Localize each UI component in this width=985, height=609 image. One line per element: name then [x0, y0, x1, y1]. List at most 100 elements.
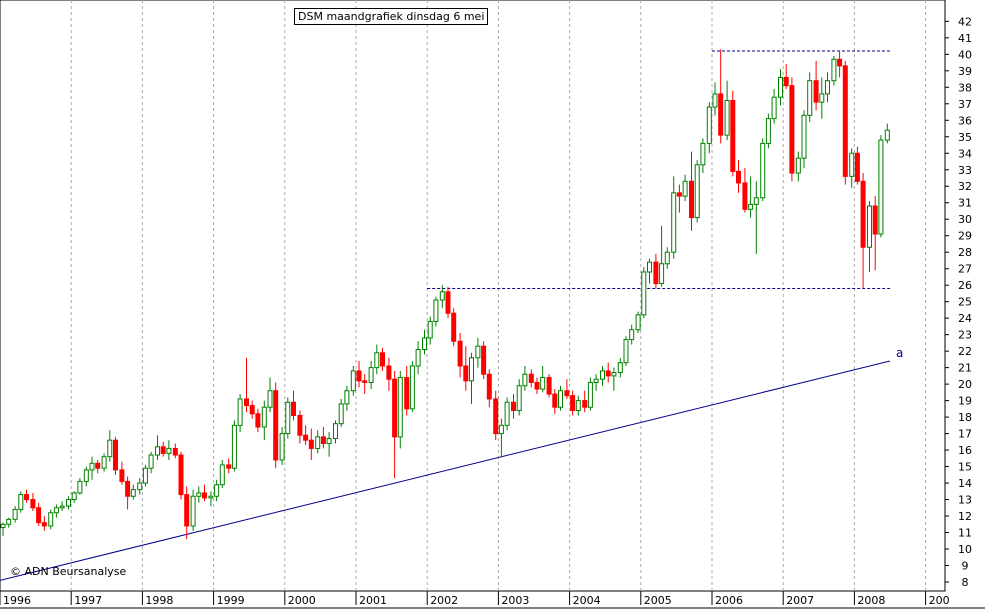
candle-body [219, 464, 225, 486]
candle-body [308, 439, 314, 449]
candle-body [486, 373, 492, 400]
y-tick-label: 24 [958, 312, 972, 325]
candle-body [778, 76, 784, 98]
candle-body [53, 507, 59, 514]
candle-body [570, 395, 576, 412]
candle-body [546, 377, 552, 395]
candle-body [404, 377, 410, 410]
candle-body [735, 170, 741, 184]
candle-body [112, 439, 118, 471]
x-tick-label: 2002 [430, 594, 458, 607]
x-tick-label: 2003 [501, 594, 529, 607]
candle-body [653, 261, 659, 285]
y-tick-label: 15 [958, 461, 972, 474]
candle-body [315, 436, 321, 449]
candle-body [528, 373, 534, 383]
candle-body [706, 106, 712, 144]
candle-body [226, 464, 232, 469]
candle-body [867, 205, 873, 248]
candle-body [445, 291, 451, 314]
candle-body [66, 499, 72, 507]
candle-body [422, 337, 428, 350]
candle-body [789, 85, 795, 174]
candle-body [724, 99, 730, 136]
candle-body [101, 456, 107, 469]
candle-body [397, 377, 403, 438]
candle-body [831, 58, 837, 82]
candle-body [201, 492, 207, 499]
y-tick-label: 19 [958, 395, 972, 408]
candle-body [415, 348, 421, 367]
candle-body [285, 401, 291, 435]
candle-body [427, 320, 433, 339]
candle-body [41, 522, 47, 527]
candle-body [587, 381, 593, 408]
x-tick-label: 2001 [359, 594, 387, 607]
y-tick-label: 42 [958, 15, 972, 28]
candle-body [48, 512, 54, 527]
candle-body [700, 142, 706, 166]
candle-body [682, 180, 688, 197]
candle-body [872, 205, 878, 235]
candle-body [753, 197, 759, 205]
candle-body [807, 80, 813, 116]
candle-body [386, 365, 392, 380]
candle-body [582, 400, 588, 408]
candle-body [623, 339, 629, 364]
candle-body [564, 390, 570, 397]
trendline-label: a [896, 346, 903, 360]
y-tick-label: 35 [958, 131, 972, 144]
candle-body [730, 99, 736, 172]
candle-body [575, 400, 581, 412]
x-tick-label: 2006 [715, 594, 743, 607]
candle-body [451, 312, 457, 342]
x-tick-label: 1998 [145, 594, 173, 607]
candle-body [231, 424, 237, 469]
candle-body [374, 352, 380, 369]
candle-body [77, 480, 83, 494]
candle-body [166, 447, 172, 454]
y-tick-label: 33 [958, 164, 972, 177]
candle-body [593, 378, 599, 383]
candle-body [409, 365, 415, 410]
candle-body [664, 251, 670, 265]
y-tick-label: 32 [958, 180, 972, 193]
candle-body [659, 263, 665, 285]
y-tick-label: 34 [958, 147, 972, 160]
candle-body [771, 96, 777, 120]
y-tick-label: 14 [958, 477, 972, 490]
y-tick-label: 22 [958, 345, 972, 358]
candle-body [605, 370, 611, 377]
candle-body [504, 401, 510, 426]
candle-body [214, 484, 220, 497]
candle-body [0, 523, 6, 529]
candle-body [95, 462, 101, 469]
y-tick-label: 31 [958, 197, 972, 210]
candle-body [23, 494, 29, 501]
y-tick-label: 11 [958, 527, 972, 540]
candle-body [249, 405, 255, 415]
y-tick-label: 40 [958, 48, 972, 61]
y-tick-label: 28 [958, 246, 972, 259]
candle-body [849, 152, 855, 177]
candle-body [119, 469, 125, 482]
y-tick-label: 36 [958, 114, 972, 127]
candle-body [368, 367, 374, 383]
candle-body [742, 182, 748, 210]
plot-area [0, 0, 946, 592]
candle-body [884, 129, 890, 141]
x-tick-label: 2005 [644, 594, 672, 607]
candle-body [303, 434, 309, 441]
candle-body [635, 314, 641, 331]
y-tick-label: 29 [958, 230, 972, 243]
candle-body [493, 398, 499, 435]
copyright-label: © ADN Beursanalyse [10, 565, 127, 578]
candle-body [142, 467, 148, 484]
candle-body [860, 180, 866, 248]
y-tick-label: 16 [958, 444, 972, 457]
candle-body [854, 152, 860, 182]
x-tick-label: 2000 [288, 594, 316, 607]
y-tick-label: 20 [958, 378, 972, 391]
candle-body [439, 291, 445, 301]
